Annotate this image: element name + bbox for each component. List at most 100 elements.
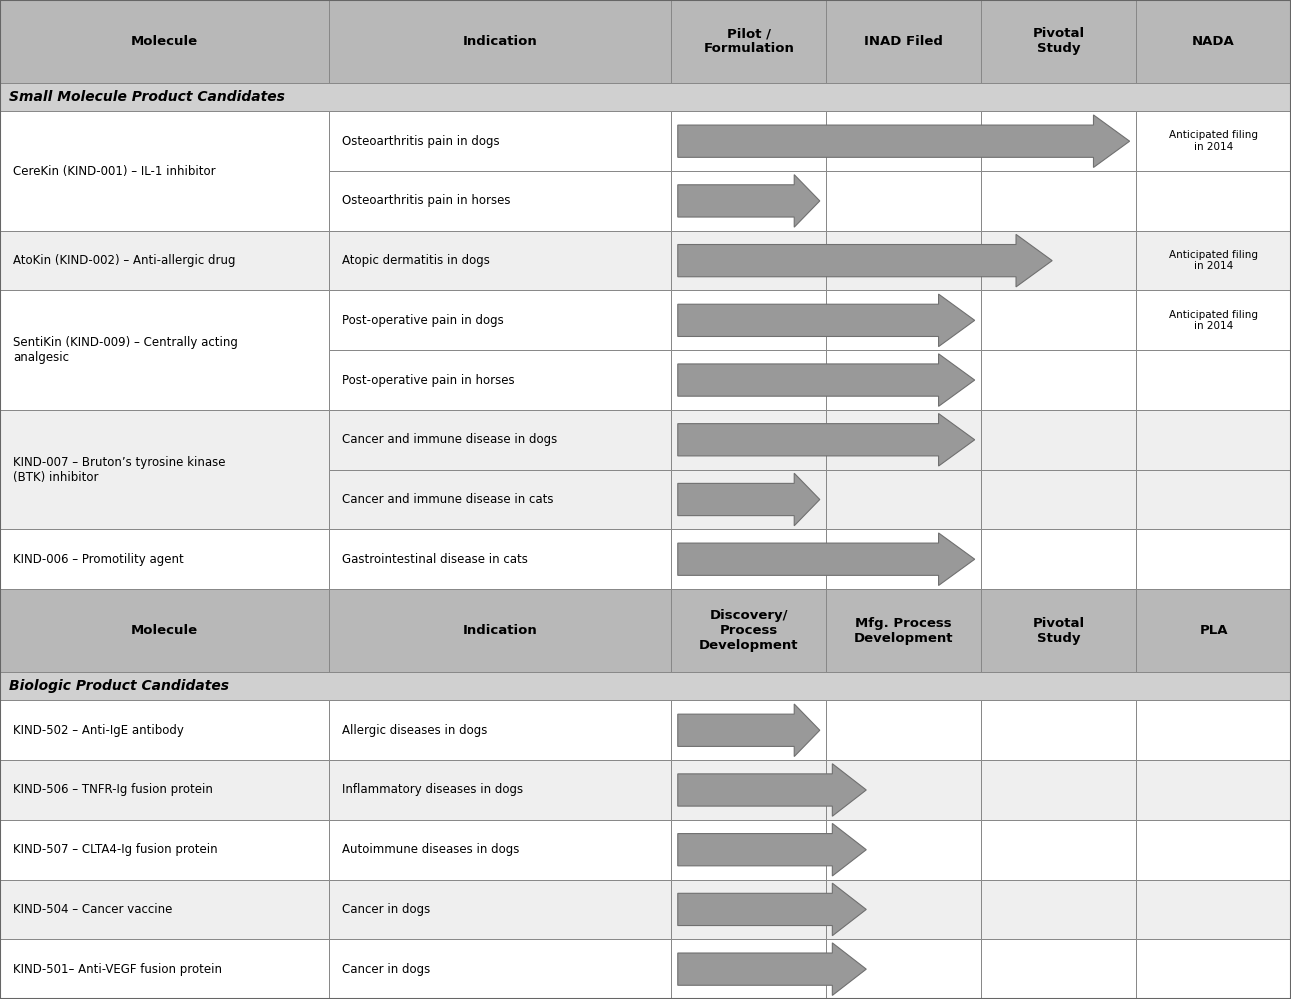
Text: Allergic diseases in dogs: Allergic diseases in dogs xyxy=(342,723,488,737)
Bar xyxy=(981,111,1136,171)
Text: Osteoarthritis pain in dogs: Osteoarthritis pain in dogs xyxy=(342,135,500,148)
Bar xyxy=(671,231,826,291)
Text: Mfg. Process
Development: Mfg. Process Development xyxy=(853,616,954,644)
Bar xyxy=(0,291,329,410)
Bar xyxy=(826,760,981,820)
Bar xyxy=(0,760,329,820)
Text: Indication: Indication xyxy=(463,35,537,48)
Bar xyxy=(671,351,826,410)
Text: CereKin (KIND-001) – IL-1 inhibitor: CereKin (KIND-001) – IL-1 inhibitor xyxy=(13,165,216,178)
Bar xyxy=(826,529,981,589)
Bar xyxy=(329,0,671,83)
Bar xyxy=(671,0,826,83)
Text: Cancer in dogs: Cancer in dogs xyxy=(342,963,430,976)
Text: KIND-007 – Bruton’s tyrosine kinase
(BTK) inhibitor: KIND-007 – Bruton’s tyrosine kinase (BTK… xyxy=(13,456,226,484)
Bar xyxy=(0,589,329,672)
Bar xyxy=(329,351,671,410)
Bar xyxy=(0,0,329,83)
Bar xyxy=(1136,291,1291,351)
Polygon shape xyxy=(678,414,975,467)
Bar xyxy=(1136,171,1291,231)
Bar xyxy=(0,939,329,999)
Bar xyxy=(981,410,1136,470)
Bar xyxy=(826,879,981,939)
Bar xyxy=(1136,939,1291,999)
Bar xyxy=(0,111,329,231)
Polygon shape xyxy=(678,823,866,876)
Bar xyxy=(1136,470,1291,529)
Bar xyxy=(671,111,826,171)
Text: Anticipated filing
in 2014: Anticipated filing in 2014 xyxy=(1170,310,1257,331)
Text: Osteoarthritis pain in horses: Osteoarthritis pain in horses xyxy=(342,195,511,208)
Text: AtoKin (KIND-002) – Anti-allergic drug: AtoKin (KIND-002) – Anti-allergic drug xyxy=(13,254,235,267)
Bar xyxy=(671,529,826,589)
Bar xyxy=(0,231,329,291)
Text: Discovery/
Process
Development: Discovery/ Process Development xyxy=(698,609,799,652)
Text: KIND-501– Anti-VEGF fusion protein: KIND-501– Anti-VEGF fusion protein xyxy=(13,963,222,976)
Text: Molecule: Molecule xyxy=(132,35,198,48)
Bar xyxy=(671,410,826,470)
Bar xyxy=(0,83,1291,111)
Bar xyxy=(981,291,1136,351)
Bar xyxy=(329,879,671,939)
Bar xyxy=(671,879,826,939)
Bar xyxy=(1136,760,1291,820)
Bar xyxy=(981,939,1136,999)
Text: Anticipated filing
in 2014: Anticipated filing in 2014 xyxy=(1170,131,1257,152)
Text: NADA: NADA xyxy=(1192,35,1235,48)
Bar xyxy=(671,589,826,672)
Bar xyxy=(329,820,671,879)
Text: Inflammatory diseases in dogs: Inflammatory diseases in dogs xyxy=(342,783,523,796)
Text: Pivotal
Study: Pivotal Study xyxy=(1033,28,1084,56)
Bar xyxy=(329,470,671,529)
Bar xyxy=(981,529,1136,589)
Bar xyxy=(826,171,981,231)
Text: Cancer in dogs: Cancer in dogs xyxy=(342,903,430,916)
Polygon shape xyxy=(678,704,820,756)
Bar xyxy=(826,939,981,999)
Bar xyxy=(671,470,826,529)
Text: Autoimmune diseases in dogs: Autoimmune diseases in dogs xyxy=(342,843,519,856)
Text: Pilot /
Formulation: Pilot / Formulation xyxy=(704,28,794,56)
Bar xyxy=(0,529,329,589)
Text: PLA: PLA xyxy=(1199,624,1228,637)
Polygon shape xyxy=(678,883,866,936)
Text: Pivotal
Study: Pivotal Study xyxy=(1033,616,1084,644)
Text: KIND-504 – Cancer vaccine: KIND-504 – Cancer vaccine xyxy=(13,903,172,916)
Polygon shape xyxy=(678,115,1130,168)
Polygon shape xyxy=(678,235,1052,287)
Bar xyxy=(329,529,671,589)
Bar xyxy=(671,939,826,999)
Bar xyxy=(826,111,981,171)
Polygon shape xyxy=(678,294,975,347)
Bar xyxy=(981,879,1136,939)
Bar xyxy=(329,111,671,171)
Bar xyxy=(329,939,671,999)
Bar xyxy=(826,231,981,291)
Bar xyxy=(1136,0,1291,83)
Bar xyxy=(0,672,1291,700)
Bar xyxy=(329,410,671,470)
Bar xyxy=(671,700,826,760)
Bar xyxy=(671,820,826,879)
Bar xyxy=(1136,529,1291,589)
Bar xyxy=(671,760,826,820)
Bar xyxy=(671,171,826,231)
Text: Cancer and immune disease in cats: Cancer and immune disease in cats xyxy=(342,493,554,506)
Bar xyxy=(0,879,329,939)
Text: KIND-006 – Promotility agent: KIND-006 – Promotility agent xyxy=(13,552,183,565)
Text: INAD Filed: INAD Filed xyxy=(864,35,944,48)
Bar xyxy=(0,410,329,529)
Bar xyxy=(1136,111,1291,171)
Text: Small Molecule Product Candidates: Small Molecule Product Candidates xyxy=(9,90,285,104)
Bar xyxy=(826,470,981,529)
Bar xyxy=(671,291,826,351)
Text: Cancer and immune disease in dogs: Cancer and immune disease in dogs xyxy=(342,434,558,447)
Bar xyxy=(826,0,981,83)
Text: Post-operative pain in horses: Post-operative pain in horses xyxy=(342,374,515,387)
Bar xyxy=(329,171,671,231)
Bar xyxy=(981,171,1136,231)
Polygon shape xyxy=(678,943,866,995)
Text: Anticipated filing
in 2014: Anticipated filing in 2014 xyxy=(1170,250,1257,272)
Text: Gastrointestinal disease in cats: Gastrointestinal disease in cats xyxy=(342,552,528,565)
